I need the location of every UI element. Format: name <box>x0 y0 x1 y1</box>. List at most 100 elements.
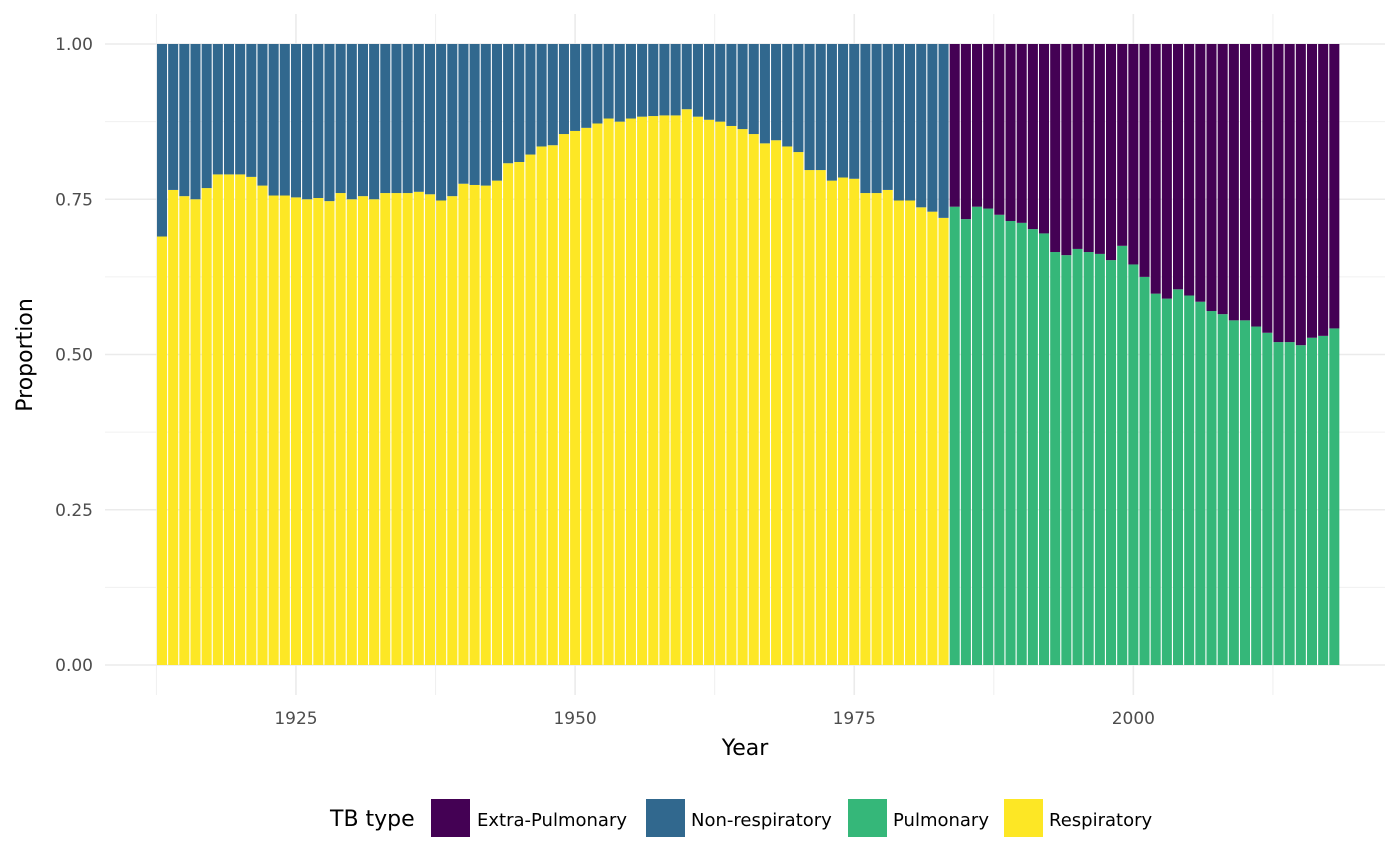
legend-title: TB type <box>329 807 415 832</box>
bar-pulmonary-1985 <box>960 219 971 665</box>
bar-non-respiratory-1955 <box>625 44 636 119</box>
bar-pulmonary-2004 <box>1172 289 1184 665</box>
bar-extra-pulmonary-2004 <box>1172 44 1184 290</box>
bar-respiratory-1955 <box>625 118 636 665</box>
bar-respiratory-1961 <box>692 116 703 665</box>
bar-extra-pulmonary-2006 <box>1195 44 1206 302</box>
bar-respiratory-1981 <box>916 207 927 665</box>
bar-non-respiratory-1957 <box>648 44 659 117</box>
bar-extra-pulmonary-2017 <box>1318 44 1329 336</box>
bar-extra-pulmonary-2008 <box>1217 44 1228 315</box>
bar-respiratory-1939 <box>447 196 458 665</box>
bar-extra-pulmonary-1986 <box>972 44 983 207</box>
legend-swatch-pulmonary <box>848 799 887 837</box>
bar-non-respiratory-1975 <box>849 44 860 179</box>
bar-pulmonary-2016 <box>1306 337 1318 665</box>
bar-extra-pulmonary-1992 <box>1039 44 1050 234</box>
bar-respiratory-1963 <box>715 121 726 666</box>
bar-respiratory-1947 <box>536 146 547 666</box>
bar-respiratory-1959 <box>670 115 681 665</box>
x-tick-label: 1975 <box>833 709 876 729</box>
bar-pulmonary-1989 <box>1005 220 1016 666</box>
bar-pulmonary-2015 <box>1295 345 1306 665</box>
bar-non-respiratory-1954 <box>614 44 625 122</box>
bar-respiratory-1922 <box>257 185 268 665</box>
bar-respiratory-1928 <box>324 201 335 666</box>
bar-non-respiratory-1965 <box>737 44 748 130</box>
bar-pulmonary-2001 <box>1139 276 1150 666</box>
bar-non-respiratory-1948 <box>547 44 558 146</box>
legend-label-extra-pulmonary: Extra-Pulmonary <box>477 810 627 831</box>
bar-non-respiratory-1946 <box>525 44 536 155</box>
bar-non-respiratory-1982 <box>927 44 938 212</box>
legend-label-respiratory: Respiratory <box>1049 810 1152 831</box>
bar-extra-pulmonary-1990 <box>1016 44 1027 223</box>
bar-extra-pulmonary-2002 <box>1150 44 1161 294</box>
bar-non-respiratory-1932 <box>369 44 380 200</box>
bar-respiratory-1977 <box>871 193 882 666</box>
bar-non-respiratory-1947 <box>536 44 547 147</box>
bar-pulmonary-2003 <box>1161 298 1172 665</box>
bar-non-respiratory-1928 <box>324 44 335 202</box>
bar-respiratory-1934 <box>391 193 402 666</box>
bar-respiratory-1966 <box>748 134 759 666</box>
bar-non-respiratory-1963 <box>715 44 726 122</box>
bar-non-respiratory-1921 <box>246 44 257 177</box>
bar-respiratory-1980 <box>905 200 916 666</box>
bar-non-respiratory-1941 <box>469 44 480 185</box>
bar-respiratory-1936 <box>413 191 424 666</box>
bar-respiratory-1983 <box>938 217 949 665</box>
bar-pulmonary-2010 <box>1239 320 1251 665</box>
bar-respiratory-1944 <box>503 163 514 666</box>
bar-extra-pulmonary-1998 <box>1106 44 1117 261</box>
x-tick-label: 1950 <box>553 709 596 729</box>
legend-swatch-respiratory <box>1004 799 1043 837</box>
bar-respiratory-1927 <box>313 198 324 665</box>
bar-extra-pulmonary-2007 <box>1206 44 1217 312</box>
bar-non-respiratory-1916 <box>190 44 201 200</box>
bar-non-respiratory-1915 <box>179 44 190 197</box>
bar-non-respiratory-1961 <box>692 44 703 117</box>
bar-pulmonary-2006 <box>1195 301 1206 665</box>
bar-respiratory-1960 <box>681 109 692 665</box>
bar-non-respiratory-1927 <box>313 44 324 199</box>
bar-respiratory-1952 <box>592 123 603 666</box>
bar-pulmonary-2005 <box>1184 295 1195 665</box>
bar-pulmonary-2009 <box>1228 320 1239 665</box>
bar-extra-pulmonary-1987 <box>983 44 994 209</box>
bar-respiratory-1973 <box>826 180 837 665</box>
bar-non-respiratory-1922 <box>257 44 268 186</box>
bar-respiratory-1950 <box>570 130 581 665</box>
bar-respiratory-1951 <box>581 127 592 666</box>
bar-respiratory-1942 <box>480 185 491 665</box>
bar-extra-pulmonary-2012 <box>1262 44 1273 333</box>
bar-extra-pulmonary-1984 <box>949 44 960 207</box>
bar-respiratory-1958 <box>659 115 670 665</box>
bar-pulmonary-2011 <box>1251 326 1262 665</box>
bar-respiratory-1920 <box>235 174 246 665</box>
bar-non-respiratory-1981 <box>916 44 927 208</box>
bar-non-respiratory-1914 <box>168 44 179 190</box>
bar-respiratory-1937 <box>424 194 435 665</box>
bar-non-respiratory-1973 <box>826 44 837 181</box>
legend-item-pulmonary: Pulmonary <box>848 799 989 837</box>
bar-extra-pulmonary-2016 <box>1306 44 1318 338</box>
bar-extra-pulmonary-1994 <box>1061 44 1072 256</box>
bar-respiratory-1948 <box>547 145 558 666</box>
bar-non-respiratory-1930 <box>346 44 357 200</box>
bar-non-respiratory-1972 <box>815 44 826 171</box>
bar-non-respiratory-1938 <box>436 44 447 201</box>
bar-extra-pulmonary-2015 <box>1295 44 1306 346</box>
bar-extra-pulmonary-1989 <box>1005 44 1016 221</box>
bar-respiratory-1974 <box>838 177 849 665</box>
y-tick-label: 0.75 <box>55 190 93 210</box>
bar-pulmonary-1990 <box>1016 222 1027 665</box>
bar-pulmonary-1988 <box>994 214 1005 665</box>
legend-swatch-non-respiratory <box>646 799 685 837</box>
bar-non-respiratory-1923 <box>268 44 279 196</box>
bar-respiratory-1957 <box>648 116 659 666</box>
bar-non-respiratory-1926 <box>302 44 313 200</box>
bar-pulmonary-2000 <box>1128 264 1139 665</box>
bar-non-respiratory-1924 <box>279 44 290 196</box>
bar-extra-pulmonary-2011 <box>1251 44 1262 327</box>
